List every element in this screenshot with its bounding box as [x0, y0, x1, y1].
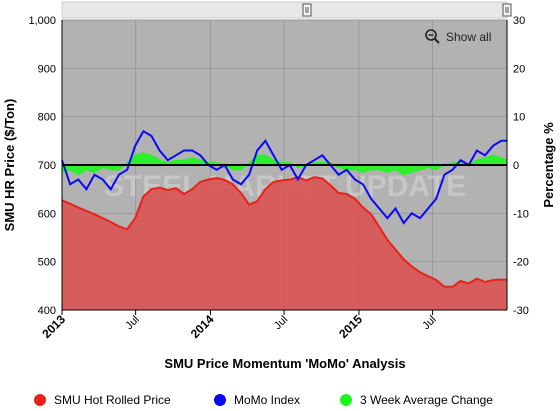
- right-axis: -30 -20 -10 0 10 20 30: [506, 15, 529, 317]
- right-axis-tick-label: 30: [513, 15, 525, 27]
- navigator-handle-left[interactable]: [302, 3, 312, 17]
- series-hot-rolled-area: [62, 177, 507, 310]
- left-axis-tick-label: 600: [38, 208, 56, 220]
- right-axis-tick-label: -30: [513, 305, 529, 317]
- left-axis-tick-label: 800: [38, 112, 56, 124]
- show-all-button[interactable]: Show all: [425, 29, 491, 44]
- zoom-out-icon-handle: [434, 38, 440, 44]
- series-momo-index: [61, 129, 507, 225]
- legend-marker: [34, 394, 46, 406]
- legend-marker: [340, 394, 352, 406]
- left-axis-tick-label: 500: [38, 257, 56, 269]
- x-axis-tick-label: Jul: [420, 314, 438, 332]
- legend-marker: [214, 394, 226, 406]
- left-axis: 400 500 600 700 800 900 1,000: [28, 15, 63, 317]
- show-all-label: Show all: [446, 30, 491, 44]
- right-axis-tick-label: -20: [513, 257, 529, 269]
- right-axis-tick-label: -10: [513, 208, 529, 220]
- legend-label: MoMo Index: [234, 393, 300, 407]
- x-axis-tick-label: 2015: [336, 312, 365, 341]
- right-axis-tick-label: 0: [513, 160, 519, 172]
- left-axis-tick-label: 1,000: [28, 15, 56, 27]
- x-axis-tick-label: Jul: [123, 314, 141, 332]
- left-axis-tick-label: 400: [38, 305, 56, 317]
- navigator-bar[interactable]: [61, 1, 508, 19]
- left-axis-tick-label: 700: [38, 160, 56, 172]
- legend: SMU Hot Rolled Price MoMo Index 3 Week Ave…: [34, 393, 493, 407]
- y-axis-left-title: SMU HR Price ($/Ton): [2, 99, 17, 232]
- x-axis-title: SMU Price Momentum 'MoMo' Analysis: [164, 356, 405, 371]
- left-axis-tick-label: 900: [38, 63, 56, 75]
- navigator-handle-right[interactable]: [502, 3, 512, 17]
- legend-label: 3 Week Average Change: [360, 393, 493, 407]
- x-axis-tick-label: 2014: [188, 312, 217, 341]
- legend-item[interactable]: 3 Week Average Change: [340, 393, 493, 407]
- right-axis-tick-label: 20: [513, 63, 525, 75]
- y-axis-right-title: Percentage %: [541, 122, 556, 208]
- right-axis-tick-label: 10: [513, 112, 525, 124]
- series-hot-rolled-line: [61, 176, 507, 288]
- zoom-out-icon: [425, 29, 437, 41]
- x-axis-tick-label: Jul: [272, 314, 290, 332]
- legend-item[interactable]: SMU Hot Rolled Price: [34, 393, 171, 407]
- legend-label: SMU Hot Rolled Price: [54, 393, 171, 407]
- legend-item[interactable]: MoMo Index: [214, 393, 300, 407]
- x-axis: 2013 Jul 2014 Jul 2015 Jul: [39, 309, 507, 341]
